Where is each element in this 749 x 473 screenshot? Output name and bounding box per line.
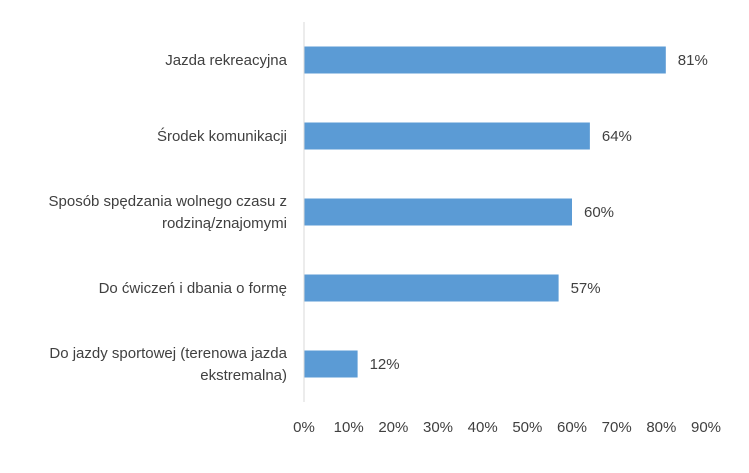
category-label: ekstremalna) (200, 367, 287, 384)
category-label: Jazda rekreacyjna (165, 52, 287, 69)
data-label: 12% (370, 356, 400, 373)
category-label: rodziną/znajomymi (162, 215, 287, 232)
category-label: Środek komunikacji (157, 127, 287, 145)
bar (304, 46, 666, 74)
category-label: Do ćwiczeń i dbania o formę (99, 280, 287, 297)
bar (304, 198, 572, 226)
x-tick-label: 50% (512, 419, 542, 436)
x-tick-label: 20% (378, 419, 408, 436)
data-label: 64% (602, 128, 632, 145)
data-label: 60% (584, 204, 614, 221)
x-tick-label: 0% (293, 419, 315, 436)
data-label: 81% (678, 52, 708, 69)
bar (304, 350, 358, 378)
x-tick-label: 30% (423, 419, 453, 436)
bars-layer (304, 46, 666, 378)
axis-layer: 0% 10% 20% 30% 40% 50% 60% 70% 80% 90% (293, 22, 721, 436)
x-tick-label: 60% (557, 419, 587, 436)
labels-layer: 81% Jazda rekreacyjna 64% Środek komunikacj… (49, 52, 708, 384)
data-label: 57% (571, 280, 601, 297)
x-tick-label: 90% (691, 419, 721, 436)
x-tick-label: 80% (646, 419, 676, 436)
x-tick-label: 10% (334, 419, 364, 436)
category-label: Do jazdy sportowej (terenowa jazda (49, 345, 287, 362)
x-tick-label: 70% (602, 419, 632, 436)
category-label: Sposób spędzania wolnego czasu z (49, 193, 288, 210)
bar (304, 122, 590, 150)
x-tick-label: 40% (468, 419, 498, 436)
bar (304, 274, 559, 302)
